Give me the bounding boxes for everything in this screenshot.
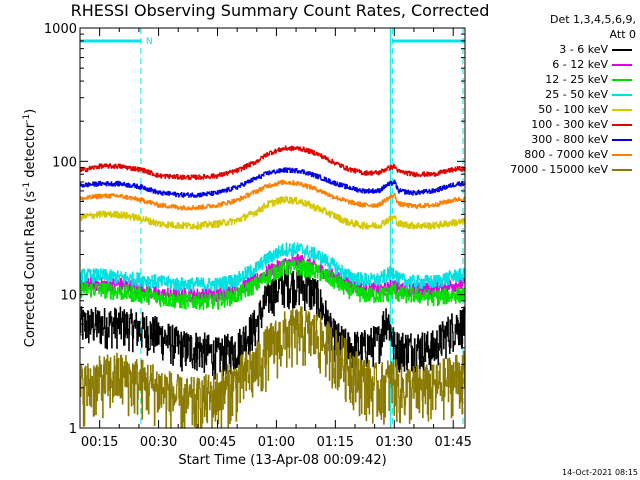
legend-label: 7000 - 15000 keV	[510, 163, 608, 176]
x-tick-label: 01:15	[317, 435, 354, 450]
x-axis-label: Start Time (13-Apr-08 00:09:42)	[178, 453, 386, 468]
legend-swatch	[612, 154, 632, 156]
legend-swatch	[612, 94, 632, 96]
legend-entry: 12 - 25 keV	[470, 72, 636, 87]
legend-entry: 25 - 50 keV	[470, 87, 636, 102]
legend: Det 1,3,4,5,6,9, Att 0 3 - 6 keV 6 - 12 k…	[470, 12, 636, 177]
legend-label: 3 - 6 keV	[559, 43, 608, 56]
legend-label: 25 - 50 keV	[545, 88, 608, 101]
legend-entry: 50 - 100 keV	[470, 102, 636, 117]
x-tick-label: 00:30	[140, 435, 177, 450]
y-tick-label: 1	[69, 422, 77, 437]
legend-entry: 6 - 12 keV	[470, 57, 636, 72]
legend-label: 300 - 800 keV	[531, 133, 608, 146]
generated-timestamp: 14-Oct-2021 08:15	[562, 468, 638, 477]
x-tick-label: 00:15	[81, 435, 118, 450]
legend-entry: 300 - 800 keV	[470, 132, 636, 147]
plot-frame	[79, 27, 466, 429]
legend-label: 800 - 7000 keV	[524, 148, 608, 161]
series-line	[79, 266, 466, 380]
series-line	[79, 195, 466, 230]
legend-title-line-1: Det 1,3,4,5,6,9,	[549, 13, 636, 26]
legend-swatch	[612, 64, 632, 66]
legend-entry: 7000 - 15000 keV	[470, 162, 636, 177]
y-tick-label: 10	[60, 289, 77, 304]
legend-swatch	[612, 124, 632, 126]
series-line	[79, 167, 466, 198]
attenuator-state-marker: N	[146, 37, 153, 47]
legend-swatch	[612, 169, 632, 171]
legend-label: 6 - 12 keV	[552, 58, 608, 71]
y-tick-label: 1000	[44, 22, 77, 37]
x-tick-label: 00:45	[199, 435, 236, 450]
series-line	[79, 306, 466, 429]
legend-entry: 800 - 7000 keV	[470, 147, 636, 162]
x-tick-label: 01:45	[434, 435, 471, 450]
x-tick-label: 01:30	[376, 435, 413, 450]
legend-label: 12 - 25 keV	[545, 73, 608, 86]
chart-title: RHESSI Observing Summary Count Rates, Co…	[70, 1, 490, 20]
legend-title-line-2: Att 0	[609, 28, 636, 41]
legend-swatch	[612, 109, 632, 111]
legend-entry: 3 - 6 keV	[470, 42, 636, 57]
legend-swatch	[612, 139, 632, 141]
y-tick-label: 100	[52, 155, 77, 170]
series-line	[79, 242, 466, 292]
legend-entry: 100 - 300 keV	[470, 117, 636, 132]
x-tick-label: 01:00	[258, 435, 295, 450]
series-line	[80, 145, 466, 181]
legend-swatch	[612, 79, 632, 81]
legend-label: 50 - 100 keV	[538, 103, 608, 116]
y-axis-label: Corrected Count Rate (s-1 detector-1)	[22, 109, 38, 347]
legend-label: 100 - 300 keV	[531, 118, 608, 131]
series-line	[79, 179, 466, 211]
legend-swatch	[612, 49, 632, 51]
series-line	[79, 259, 466, 311]
